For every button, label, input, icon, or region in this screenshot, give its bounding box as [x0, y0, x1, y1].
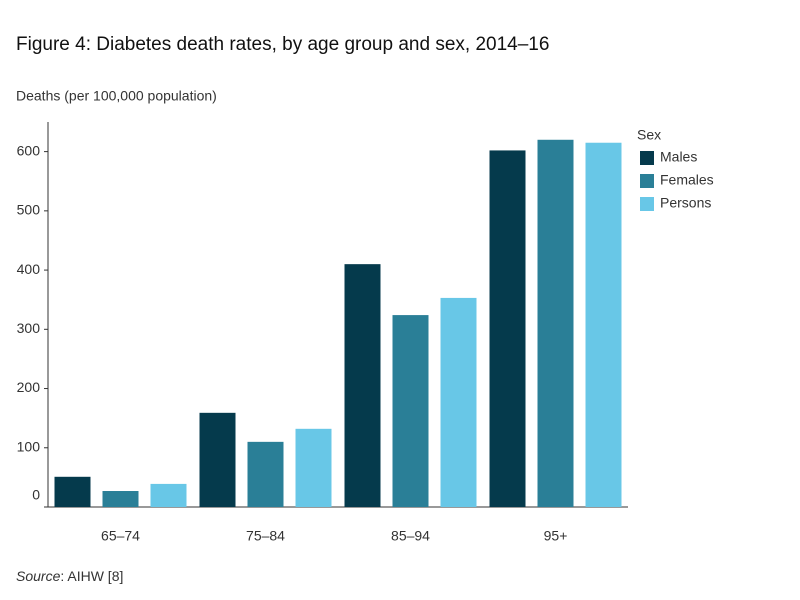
y-tick-label: 200	[17, 379, 41, 395]
bar	[392, 315, 429, 507]
y-tick-label: 400	[17, 261, 41, 277]
legend-label: Males	[660, 149, 697, 165]
legend-swatch	[640, 197, 654, 211]
legend-swatch	[640, 174, 654, 188]
y-tick-label: 600	[17, 142, 41, 158]
legend-label: Persons	[660, 195, 711, 211]
x-tick-label: 75–84	[246, 528, 285, 544]
bar	[537, 139, 574, 507]
source: Source: AIHW [8]	[16, 568, 123, 584]
bar	[344, 264, 381, 507]
bar	[295, 428, 332, 507]
source-text: : AIHW [8]	[60, 568, 123, 584]
y-tick-label: 500	[17, 202, 41, 218]
bar	[102, 491, 139, 507]
chart-title: Figure 4: Diabetes death rates, by age g…	[16, 34, 549, 55]
bar	[54, 476, 91, 507]
bar	[150, 483, 187, 507]
legend-label: Females	[660, 172, 714, 188]
y-tick-label: 100	[17, 438, 41, 454]
bar	[247, 441, 284, 507]
legend-title: Sex	[637, 127, 661, 143]
y-axis-label: Deaths (per 100,000 population)	[16, 88, 217, 104]
x-tick-label: 65–74	[101, 528, 140, 544]
source-label: Source	[16, 568, 61, 584]
x-tick-label: 95+	[544, 528, 568, 544]
bar	[585, 142, 622, 507]
bar	[489, 150, 526, 507]
x-tick-label: 85–94	[391, 528, 430, 544]
y-tick-label: 0	[32, 487, 40, 503]
bar	[440, 297, 477, 507]
legend-swatch	[640, 151, 654, 165]
y-tick-label: 300	[17, 320, 41, 336]
bar	[199, 412, 236, 507]
